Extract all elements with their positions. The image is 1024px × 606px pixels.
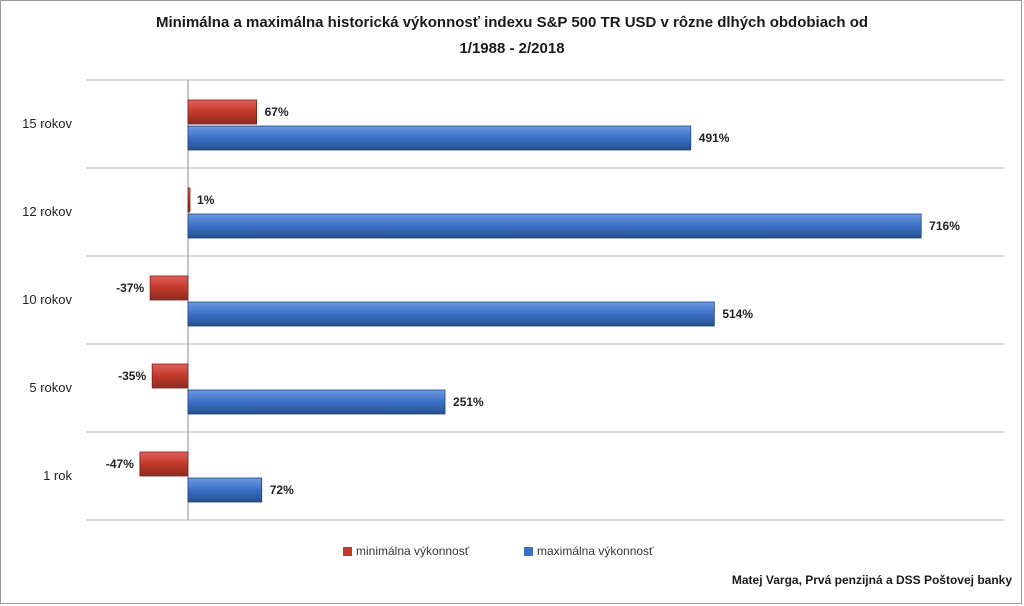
data-label: -35% [118, 369, 146, 383]
bar-max [187, 301, 715, 327]
bar-min [187, 99, 258, 125]
data-label: 72% [270, 483, 294, 497]
data-label: -37% [116, 281, 144, 295]
legend-swatch-min [343, 546, 352, 556]
bar-min [151, 363, 189, 389]
category-label: 1 rok [43, 468, 72, 483]
bar-max [187, 389, 446, 415]
legend: minimálna výkonnosť maximálna výkonnosť [0, 544, 1024, 564]
bar-min [187, 187, 191, 213]
data-label: 514% [722, 307, 753, 321]
source-credit: Matej Varga, Prvá penzijná a DSS Poštove… [731, 573, 1012, 587]
bar-min [149, 275, 189, 301]
category-label: 10 rokov [22, 292, 72, 307]
data-label: 67% [265, 105, 289, 119]
category-label: 12 rokov [22, 204, 72, 219]
chart-title: Minimálna a maximálna historická výkonno… [155, 14, 869, 31]
legend-label-max: maximálna výkonnosť [537, 544, 654, 558]
data-label: 716% [929, 219, 960, 233]
bar-max [187, 477, 263, 503]
bar-min [139, 451, 189, 477]
bar-max [187, 125, 692, 151]
data-label: 491% [699, 131, 730, 145]
category-label: 5 rokov [29, 380, 72, 395]
data-label: 251% [453, 395, 484, 409]
bar-max [187, 213, 922, 239]
chart-subtitle: 1/1988 - 2/2018 [459, 40, 565, 57]
category-label: 15 rokov [22, 116, 72, 131]
legend-item-max: maximálna výkonnosť [524, 544, 654, 558]
legend-item-min: minimálna výkonnosť [343, 544, 469, 558]
data-label: -47% [106, 457, 134, 471]
legend-swatch-max [524, 546, 533, 556]
legend-label-min: minimálna výkonnosť [356, 544, 470, 558]
data-label: 1% [197, 193, 215, 207]
